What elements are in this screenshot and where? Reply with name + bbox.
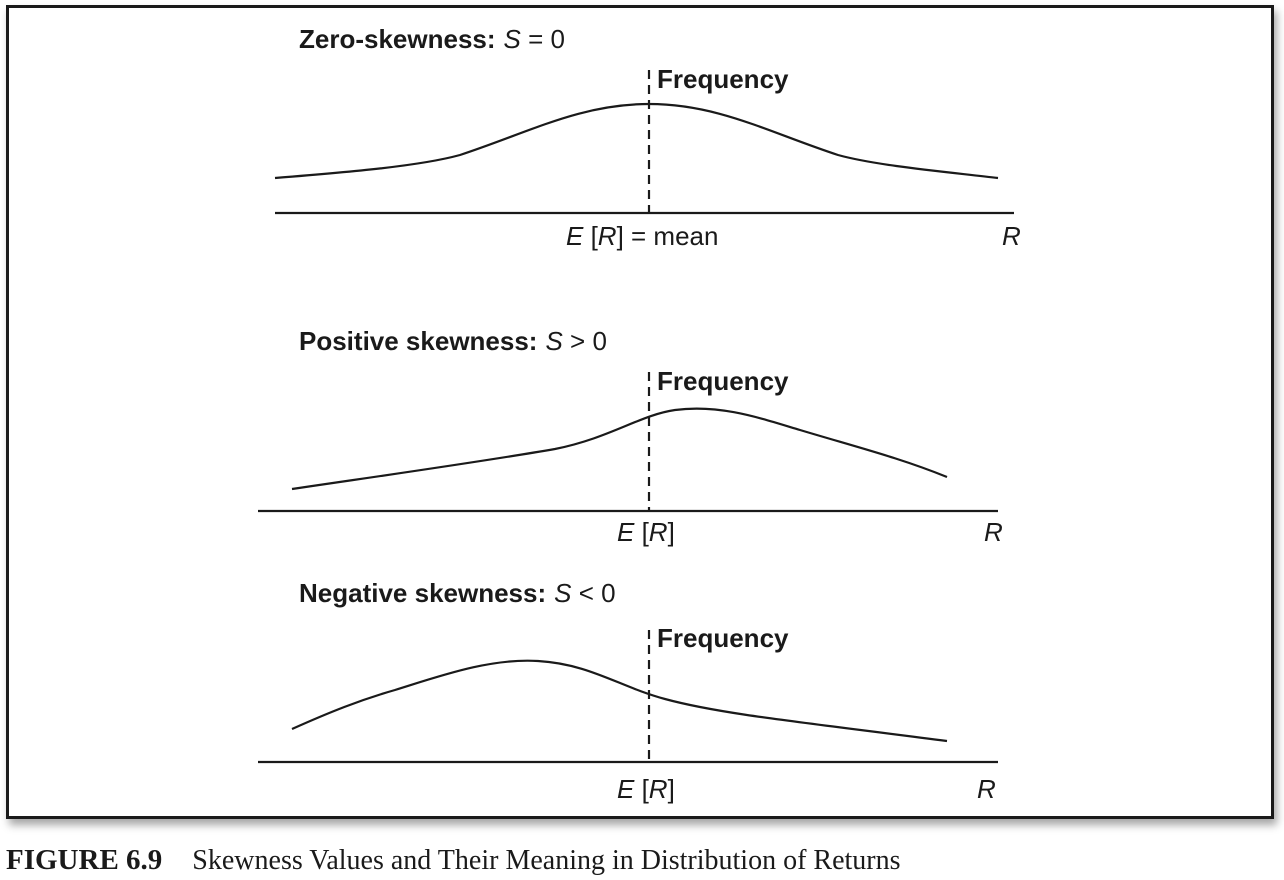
panel-positive-skewness: Positive skewness: S > 0 Frequency E [R] … [258, 326, 1003, 547]
figure-frame [6, 5, 1274, 819]
skewness-diagram: Zero-skewness: S = 0 Frequency E [R] = me… [258, 24, 1021, 804]
panel-negative-skewness: Negative skewness: S < 0 Frequency E [R] … [258, 578, 998, 804]
panel-zero-skewness: Zero-skewness: S = 0 Frequency E [R] = me… [274, 24, 1021, 251]
distribution-curve [291, 659, 948, 743]
figure-caption-text: Skewness Values and Their Meaning in Dis… [192, 845, 901, 876]
axis-variable-label: R [984, 517, 1003, 547]
frequency-label: Frequency [657, 64, 789, 94]
axis-variable-label: R [1002, 221, 1021, 251]
figure-number: FIGURE 6.9 [6, 844, 163, 876]
figure-caption: FIGURE 6.9 Skewness Values and Their Mean… [6, 844, 901, 877]
panel-title: Zero-skewness: S = 0 [299, 24, 565, 54]
distribution-curve [274, 102, 999, 180]
panel-title: Positive skewness: S > 0 [299, 326, 607, 356]
frequency-label: Frequency [657, 366, 789, 396]
mean-label: E [R] [617, 774, 675, 804]
axis-variable-label: R [977, 774, 996, 804]
distribution-curve [291, 407, 948, 491]
mean-label: E [R] = mean [566, 221, 718, 251]
mean-label: E [R] [617, 517, 675, 547]
panel-title: Negative skewness: S < 0 [299, 578, 616, 608]
frequency-label: Frequency [657, 623, 789, 653]
